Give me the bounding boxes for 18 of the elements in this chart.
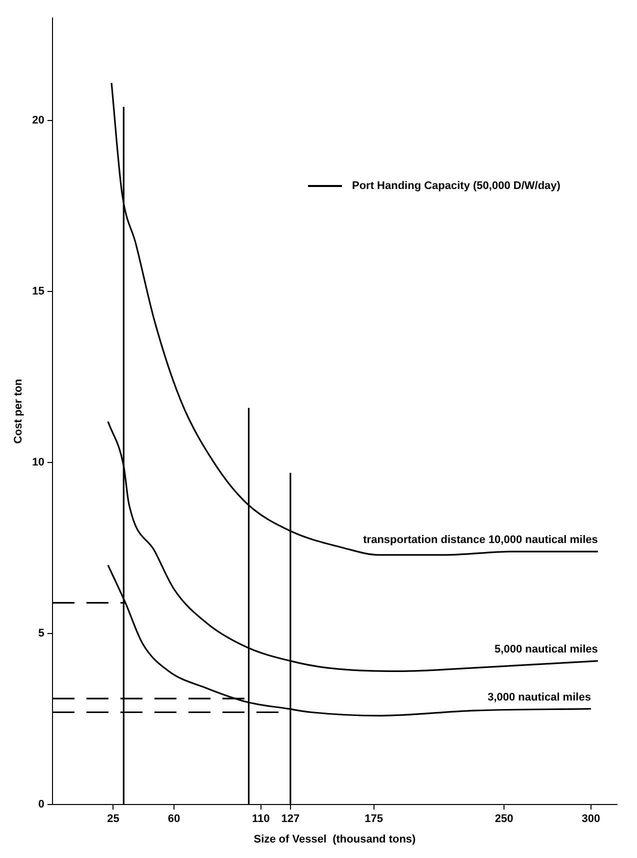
x-tick-label: 25 [107, 813, 120, 826]
y-tick-label: 5 [38, 628, 44, 640]
series-label: transportation distance 10,000 nautical miles [363, 534, 598, 546]
series-label: 3,000 nautical miles [488, 691, 591, 704]
series-label: 5,000 nautical miles [494, 643, 598, 656]
x-tick-label: 60 [168, 813, 180, 826]
x-tick-label: 127 [281, 813, 300, 826]
y-axis-title: Cost per ton [12, 378, 25, 444]
y-tick-label: 20 [32, 114, 44, 127]
x-tick-label: 300 [582, 813, 600, 826]
y-tick-label: 0 [38, 798, 44, 811]
y-tick-label: 10 [32, 456, 44, 469]
x-axis-title: Size of Vessel (thousand tons) [254, 833, 416, 846]
x-tick-label: 175 [364, 813, 383, 826]
x-tick-label: 110 [252, 813, 270, 826]
x-tick-label: 250 [494, 813, 514, 826]
annotation: Port Handing Capacity (50,000 D/W/day) [352, 180, 560, 192]
y-tick-label: 15 [32, 286, 44, 298]
